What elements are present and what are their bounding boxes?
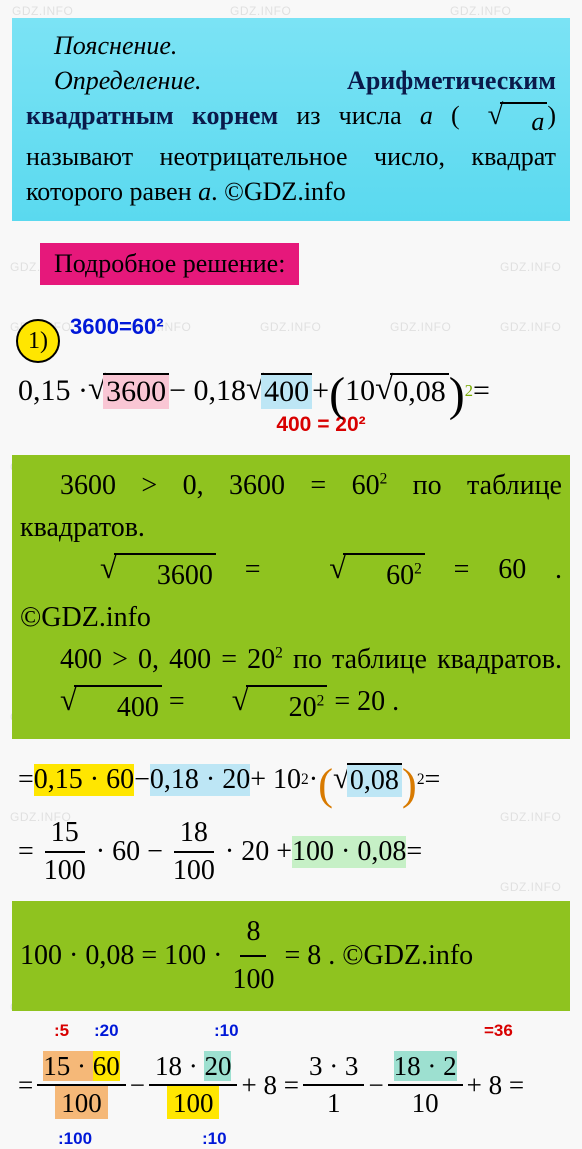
green-explanation-2: 100 · 0,08 = 100 · 8100 = 8 . ©GDZ.info — [12, 901, 570, 1011]
step-2: = 0,15 · 60 − 0,18 · 20 + 102 · ( √0,08 … — [12, 753, 570, 807]
note-3600: 3600=60² — [70, 314, 164, 340]
definition-box: Пояснение. Определение. Арифметическим к… — [12, 18, 570, 221]
step-4: = 15 · 60 100 − 18 · 20 100 + 8 = 3 · 3 … — [12, 1041, 570, 1129]
problem-header: 1) 3600=60² — [12, 319, 570, 363]
detailed-solution-heading: Подробное решение: — [40, 243, 299, 285]
annotations-top: :5 :20 :10 =36 — [12, 1021, 570, 1041]
annotations-bottom: :100 :10 — [12, 1129, 570, 1149]
definition-label: Пояснение. — [54, 31, 177, 60]
note-400: 400 = 20² — [72, 413, 570, 437]
problem-number-badge: 1) — [16, 319, 60, 363]
step-3: = 15100 · 60 − 18100 · 20 + 100 · 0,08 = — [12, 807, 570, 897]
main-expression: 0,15 · √3600 − 0,18 √400 + ( 10 √0,08 )2… — [12, 373, 570, 409]
definition-heading: Определение. — [54, 66, 202, 95]
green-explanation-1: 3600 > 0, 3600 = 602 по таблице квадрато… — [12, 455, 570, 739]
